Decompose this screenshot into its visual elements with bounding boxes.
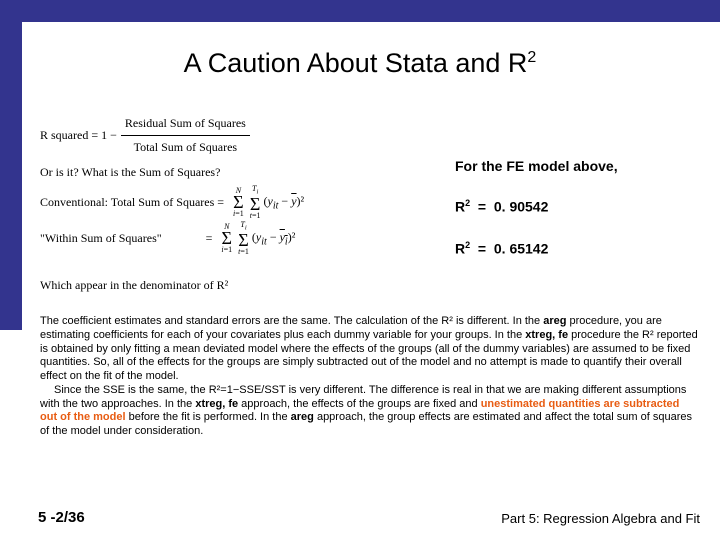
frac-den: Total Sum of Squares xyxy=(130,136,241,159)
which-line: Which appear in the denominator of R² xyxy=(40,278,228,293)
top-bar xyxy=(0,0,720,22)
frac-num: Residual Sum of Squares xyxy=(121,112,250,136)
rsq-label: R squared = 1 − xyxy=(40,124,117,147)
body-text: The coefficient estimates and standard e… xyxy=(40,315,698,439)
title-sup: 2 xyxy=(527,49,536,66)
orisit: Or is it? What is the Sum of Squares? xyxy=(40,161,220,184)
formula-block: R squared = 1 − Residual Sum of Squares … xyxy=(40,112,304,257)
right-r2b: R2 = 0. 65142 xyxy=(455,240,548,257)
slide-title: A Caution About Stata and R2 xyxy=(0,48,720,79)
within-eq: = xyxy=(206,227,213,250)
footer-right: Part 5: Regression Algebra and Fit xyxy=(501,511,700,526)
within-label: "Within Sum of Squares" xyxy=(40,227,162,250)
title-text: A Caution About Stata and R xyxy=(184,48,528,78)
arrow-1 xyxy=(378,170,428,171)
right-r2a: R2 = 0. 90542 xyxy=(455,198,548,215)
conv-label: Conventional: Total Sum of Squares = xyxy=(40,191,224,214)
arrow-2 xyxy=(378,208,428,209)
page-number: 5 -2/36 xyxy=(38,509,85,526)
right-line1: For the FE model above, xyxy=(455,158,618,174)
